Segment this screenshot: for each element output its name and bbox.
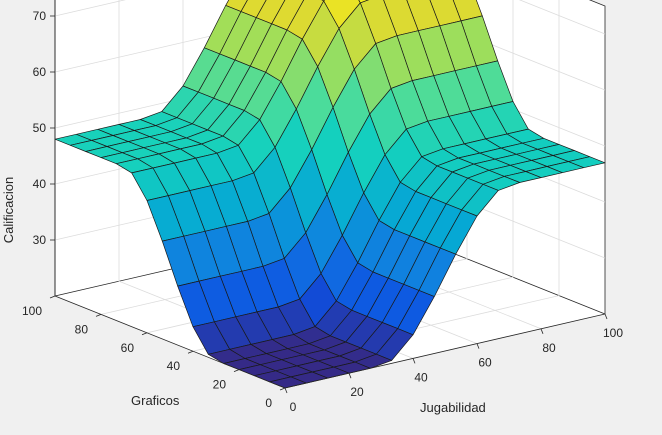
front-axis-edges [54,0,606,389]
y-tick-mark [141,332,148,336]
x-tick-mark [348,373,352,379]
axes-outline-top [588,0,606,314]
x-axis-label: Jugabilidad [420,400,486,415]
y-tick-mark [95,314,102,317]
y-tick-label: 80 [75,322,89,336]
x-tick-mark [604,313,608,320]
y-axis-label: Graficos [131,393,180,408]
y-tick-label: 40 [167,359,181,373]
x-tick-mark [284,387,288,394]
x-tick-mark [412,358,416,364]
z-axis-label: Calificacion [1,177,16,243]
z-tick-label: 50 [33,121,47,135]
surface-mesh [54,0,606,389]
x-tick-label: 100 [603,326,623,340]
y-tick-mark [233,369,240,372]
y-tick-label: 20 [213,378,227,392]
z-tick-label: 60 [33,65,47,79]
x-tick-label: 40 [414,370,428,384]
z-tick-label: 70 [33,9,47,23]
x-tick-mark [540,328,544,334]
x-tick-label: 0 [290,400,297,414]
y-axis-line [54,295,286,389]
x-tick-label: 20 [350,385,364,399]
y-tick-mark [279,387,286,391]
y-tick-mark [187,350,194,354]
tick-labels: 0 20 40 60 80 100 0 20 40 60 80 100 30 40 50 60 70 [22,9,623,414]
x-tick-label: 80 [542,341,556,355]
y-tick-label: 60 [121,341,135,355]
grid-line-z [54,0,606,91]
x-tick-label: 60 [478,356,492,370]
z-tick-label: 40 [33,177,47,191]
y-tick-label: 100 [22,304,42,318]
z-tick-label: 30 [33,233,47,247]
x-axis-line [284,313,606,389]
y-tick-mark [49,295,56,299]
y-tick-label: 0 [265,396,272,410]
grid-line-z [54,0,606,35]
x-tick-mark [476,343,480,349]
